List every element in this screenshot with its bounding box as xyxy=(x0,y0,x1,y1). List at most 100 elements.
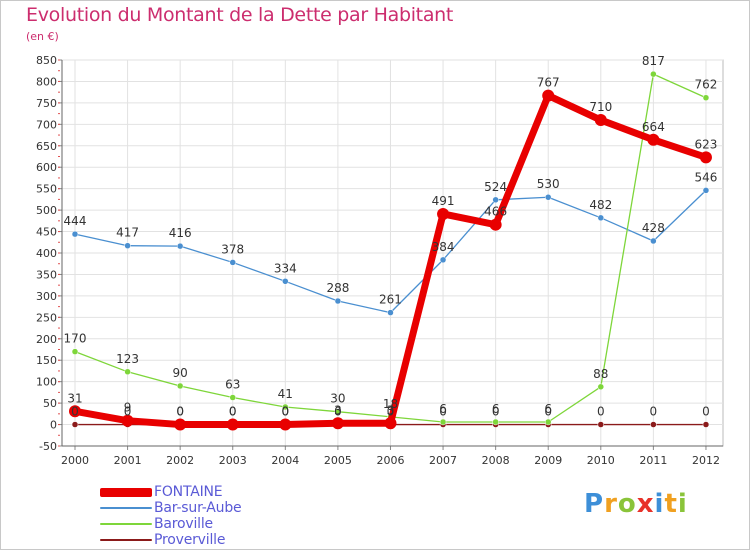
data-label: 18 xyxy=(383,397,398,411)
logo-letter: i xyxy=(654,489,665,519)
data-label: 417 xyxy=(116,226,139,240)
data-label: 0 xyxy=(229,405,237,419)
legend-item: FONTAINE xyxy=(100,484,241,500)
chart-subtitle: (en €) xyxy=(26,30,59,43)
x-tick-label: 2001 xyxy=(114,454,142,467)
legend-item: Bar-sur-Aube xyxy=(100,500,242,516)
data-label: 623 xyxy=(695,137,718,151)
legend-swatch xyxy=(100,523,152,525)
data-label: 0 xyxy=(281,405,289,419)
data-label: 30 xyxy=(330,392,345,406)
legend-item: Baroville xyxy=(100,516,241,532)
data-label: 0 xyxy=(492,405,500,419)
y-tick-label: 550 xyxy=(36,183,57,196)
data-point xyxy=(331,417,344,430)
data-label: 3 xyxy=(387,403,395,417)
y-tick-label: 650 xyxy=(36,140,57,153)
data-label: 0 xyxy=(702,405,710,419)
data-point xyxy=(279,418,292,431)
proxiti-logo: Proxiti xyxy=(584,489,688,519)
logo-letter: t xyxy=(664,489,678,519)
data-label: 288 xyxy=(326,281,349,295)
y-tick-label: 300 xyxy=(36,290,57,303)
chart-legend: FONTAINE Bar-sur-Aube Baroville Proverville xyxy=(100,484,242,548)
data-label: 530 xyxy=(537,177,560,191)
data-point xyxy=(702,421,710,428)
data-label: 466 xyxy=(484,205,507,219)
data-point xyxy=(594,114,607,127)
data-point xyxy=(384,417,397,430)
data-label: 41 xyxy=(278,387,293,401)
data-label: 90 xyxy=(173,366,188,380)
x-tick-label: 2012 xyxy=(692,454,720,467)
data-point xyxy=(437,207,450,220)
y-tick-label: 700 xyxy=(36,118,57,131)
data-label: 88 xyxy=(593,367,608,381)
legend-swatch xyxy=(100,507,152,509)
data-point xyxy=(489,218,502,231)
data-point xyxy=(597,421,605,428)
legend-label: Bar-sur-Aube xyxy=(154,500,242,516)
data-label: 6 xyxy=(492,402,500,416)
data-point xyxy=(229,259,236,266)
data-point xyxy=(71,348,79,355)
data-label: 546 xyxy=(695,170,718,184)
y-tick-label: 100 xyxy=(36,376,57,389)
x-tick-label: 2004 xyxy=(271,454,299,467)
y-tick-label: 800 xyxy=(36,75,57,88)
data-point xyxy=(439,418,447,426)
data-point xyxy=(176,242,184,250)
logo-letter: P xyxy=(584,489,605,519)
data-label: 0 xyxy=(387,405,395,419)
x-tick-label: 2005 xyxy=(324,454,352,467)
data-label: 767 xyxy=(537,76,560,90)
data-label: 9 xyxy=(124,401,132,415)
data-label: 63 xyxy=(225,378,240,392)
y-tick-label: 850 xyxy=(36,54,57,67)
y-tick-label: 450 xyxy=(36,226,57,239)
data-point xyxy=(121,414,134,427)
data-label: 6 xyxy=(544,402,552,416)
y-tick-label: 400 xyxy=(36,247,57,260)
data-point xyxy=(282,403,289,411)
data-point xyxy=(702,94,710,101)
data-point xyxy=(650,237,657,245)
y-tick-label: 50 xyxy=(43,397,57,410)
data-label: 0 xyxy=(334,405,342,419)
data-label: 710 xyxy=(589,100,612,114)
data-label: 491 xyxy=(432,194,455,208)
data-label: 0 xyxy=(597,405,605,419)
data-label: 31 xyxy=(67,391,82,405)
data-point xyxy=(174,418,187,431)
data-label: 0 xyxy=(71,405,79,419)
data-point xyxy=(542,89,555,102)
data-point xyxy=(647,133,660,146)
data-point xyxy=(71,421,79,428)
data-label: 334 xyxy=(274,261,297,275)
data-label: 524 xyxy=(484,180,507,194)
data-label: 0 xyxy=(439,405,447,419)
y-tick-label: 750 xyxy=(36,97,57,110)
data-label: 0 xyxy=(544,405,552,419)
data-label: 762 xyxy=(695,78,718,92)
x-tick-label: 2011 xyxy=(639,454,667,467)
data-point xyxy=(544,418,552,426)
legend-label: Baroville xyxy=(154,516,213,532)
data-label: 0 xyxy=(281,405,289,419)
logo-letter: r xyxy=(604,489,618,519)
data-point xyxy=(229,394,236,401)
data-point xyxy=(650,70,657,78)
data-point xyxy=(702,187,710,194)
data-point xyxy=(71,230,79,238)
logo-letter: o xyxy=(617,489,637,519)
y-tick-label: -50 xyxy=(39,440,57,453)
data-label: 261 xyxy=(379,293,402,307)
x-tick-label: 2000 xyxy=(61,454,89,467)
data-point xyxy=(492,196,499,204)
data-label: 0 xyxy=(176,405,184,419)
data-label: 817 xyxy=(642,54,665,68)
y-tick-label: 250 xyxy=(36,311,57,324)
data-point xyxy=(387,309,394,316)
data-point xyxy=(124,242,131,249)
legend-label: FONTAINE xyxy=(154,484,223,500)
